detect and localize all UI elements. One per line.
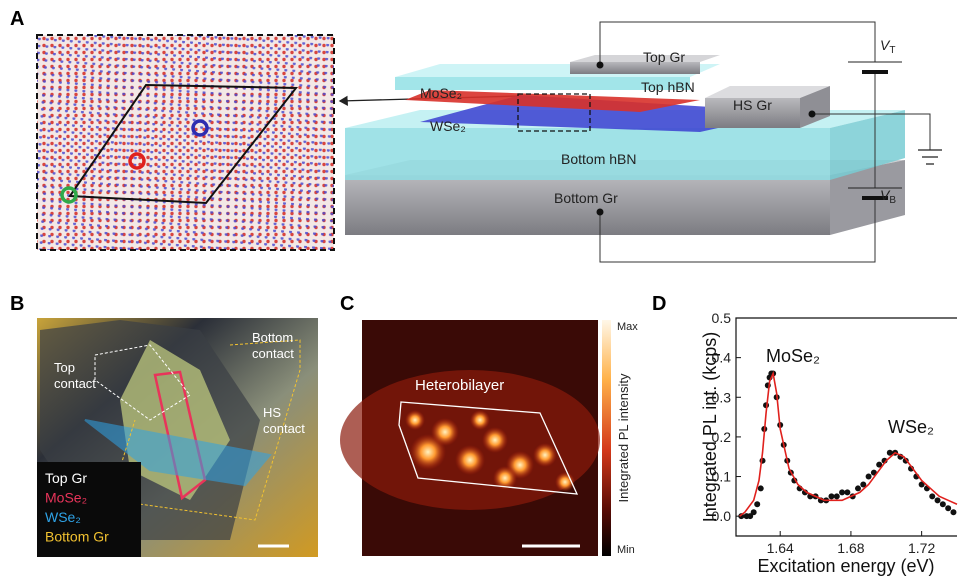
layer-label: Bottom hBN (561, 151, 636, 167)
data-point (940, 501, 946, 507)
moire-layer (37, 35, 334, 250)
data-point (866, 474, 872, 480)
x-tick-label: 1.72 (908, 540, 935, 556)
data-point (839, 489, 845, 495)
annotation: MoSe₂ (766, 346, 820, 366)
x-axis-label: Excitation energy (eV) (757, 556, 934, 576)
legend-entry: Bottom Gr (45, 529, 109, 545)
contact-dot (597, 62, 604, 69)
legend-entry: WSe₂ (45, 509, 81, 525)
contact-label-line: contact (54, 376, 96, 391)
legend-entry: MoSe₂ (45, 490, 87, 506)
data-point (751, 509, 757, 515)
colorbar-label: Min (617, 544, 635, 556)
x-tick-label: 1.64 (767, 540, 794, 556)
voltage-label: VT (880, 37, 895, 56)
layer-label: Top Gr (643, 49, 685, 65)
layer-label: Top hBN (641, 79, 695, 95)
panel-label: B (10, 293, 24, 315)
x-tick-label: 1.68 (837, 540, 864, 556)
colorbar-title: Integrated PL intensity (616, 373, 631, 502)
data-point (758, 485, 764, 491)
legend-entry: Top Gr (45, 470, 87, 486)
contact-label-line: Top (54, 360, 75, 375)
data-point (828, 493, 834, 499)
layer-label: MoSe₂ (420, 85, 462, 101)
voltage-subscript: B (889, 195, 896, 206)
data-point (754, 501, 760, 507)
contact-label-line: contact (263, 421, 305, 436)
panel-label: A (10, 8, 24, 30)
ground (918, 150, 942, 164)
colorbar-label: Max (617, 321, 638, 333)
layer-label: WSe₂ (430, 118, 466, 134)
layer-label: Bottom Gr (554, 190, 618, 206)
panel-label: D (652, 293, 666, 315)
y-axis-label: Integrated PL int. (kcps) (700, 332, 720, 522)
data-point (950, 509, 956, 515)
contact-label-line: contact (252, 346, 294, 361)
contact-dot (809, 111, 816, 118)
data-point (855, 485, 861, 491)
data-point (929, 493, 935, 499)
layer-label: HS Gr (733, 97, 772, 113)
data-point (834, 493, 840, 499)
contact-label-line: Bottom (252, 330, 293, 345)
annotation: WSe₂ (888, 417, 934, 437)
figure: A Top Gr Top hBN MoSe₂ WSe₂ HS Gr Bottom… (0, 0, 958, 576)
colorbar (602, 320, 611, 556)
panel-label: C (340, 293, 354, 315)
voltage-subscript: T (889, 45, 895, 56)
data-point (935, 497, 941, 503)
region-label: Heterobilayer (415, 377, 504, 394)
contact-label-line: HS (263, 405, 281, 420)
data-point (844, 489, 850, 495)
y-tick-label: 0.5 (712, 310, 732, 326)
contact-dot (597, 209, 604, 216)
data-point (945, 505, 951, 511)
